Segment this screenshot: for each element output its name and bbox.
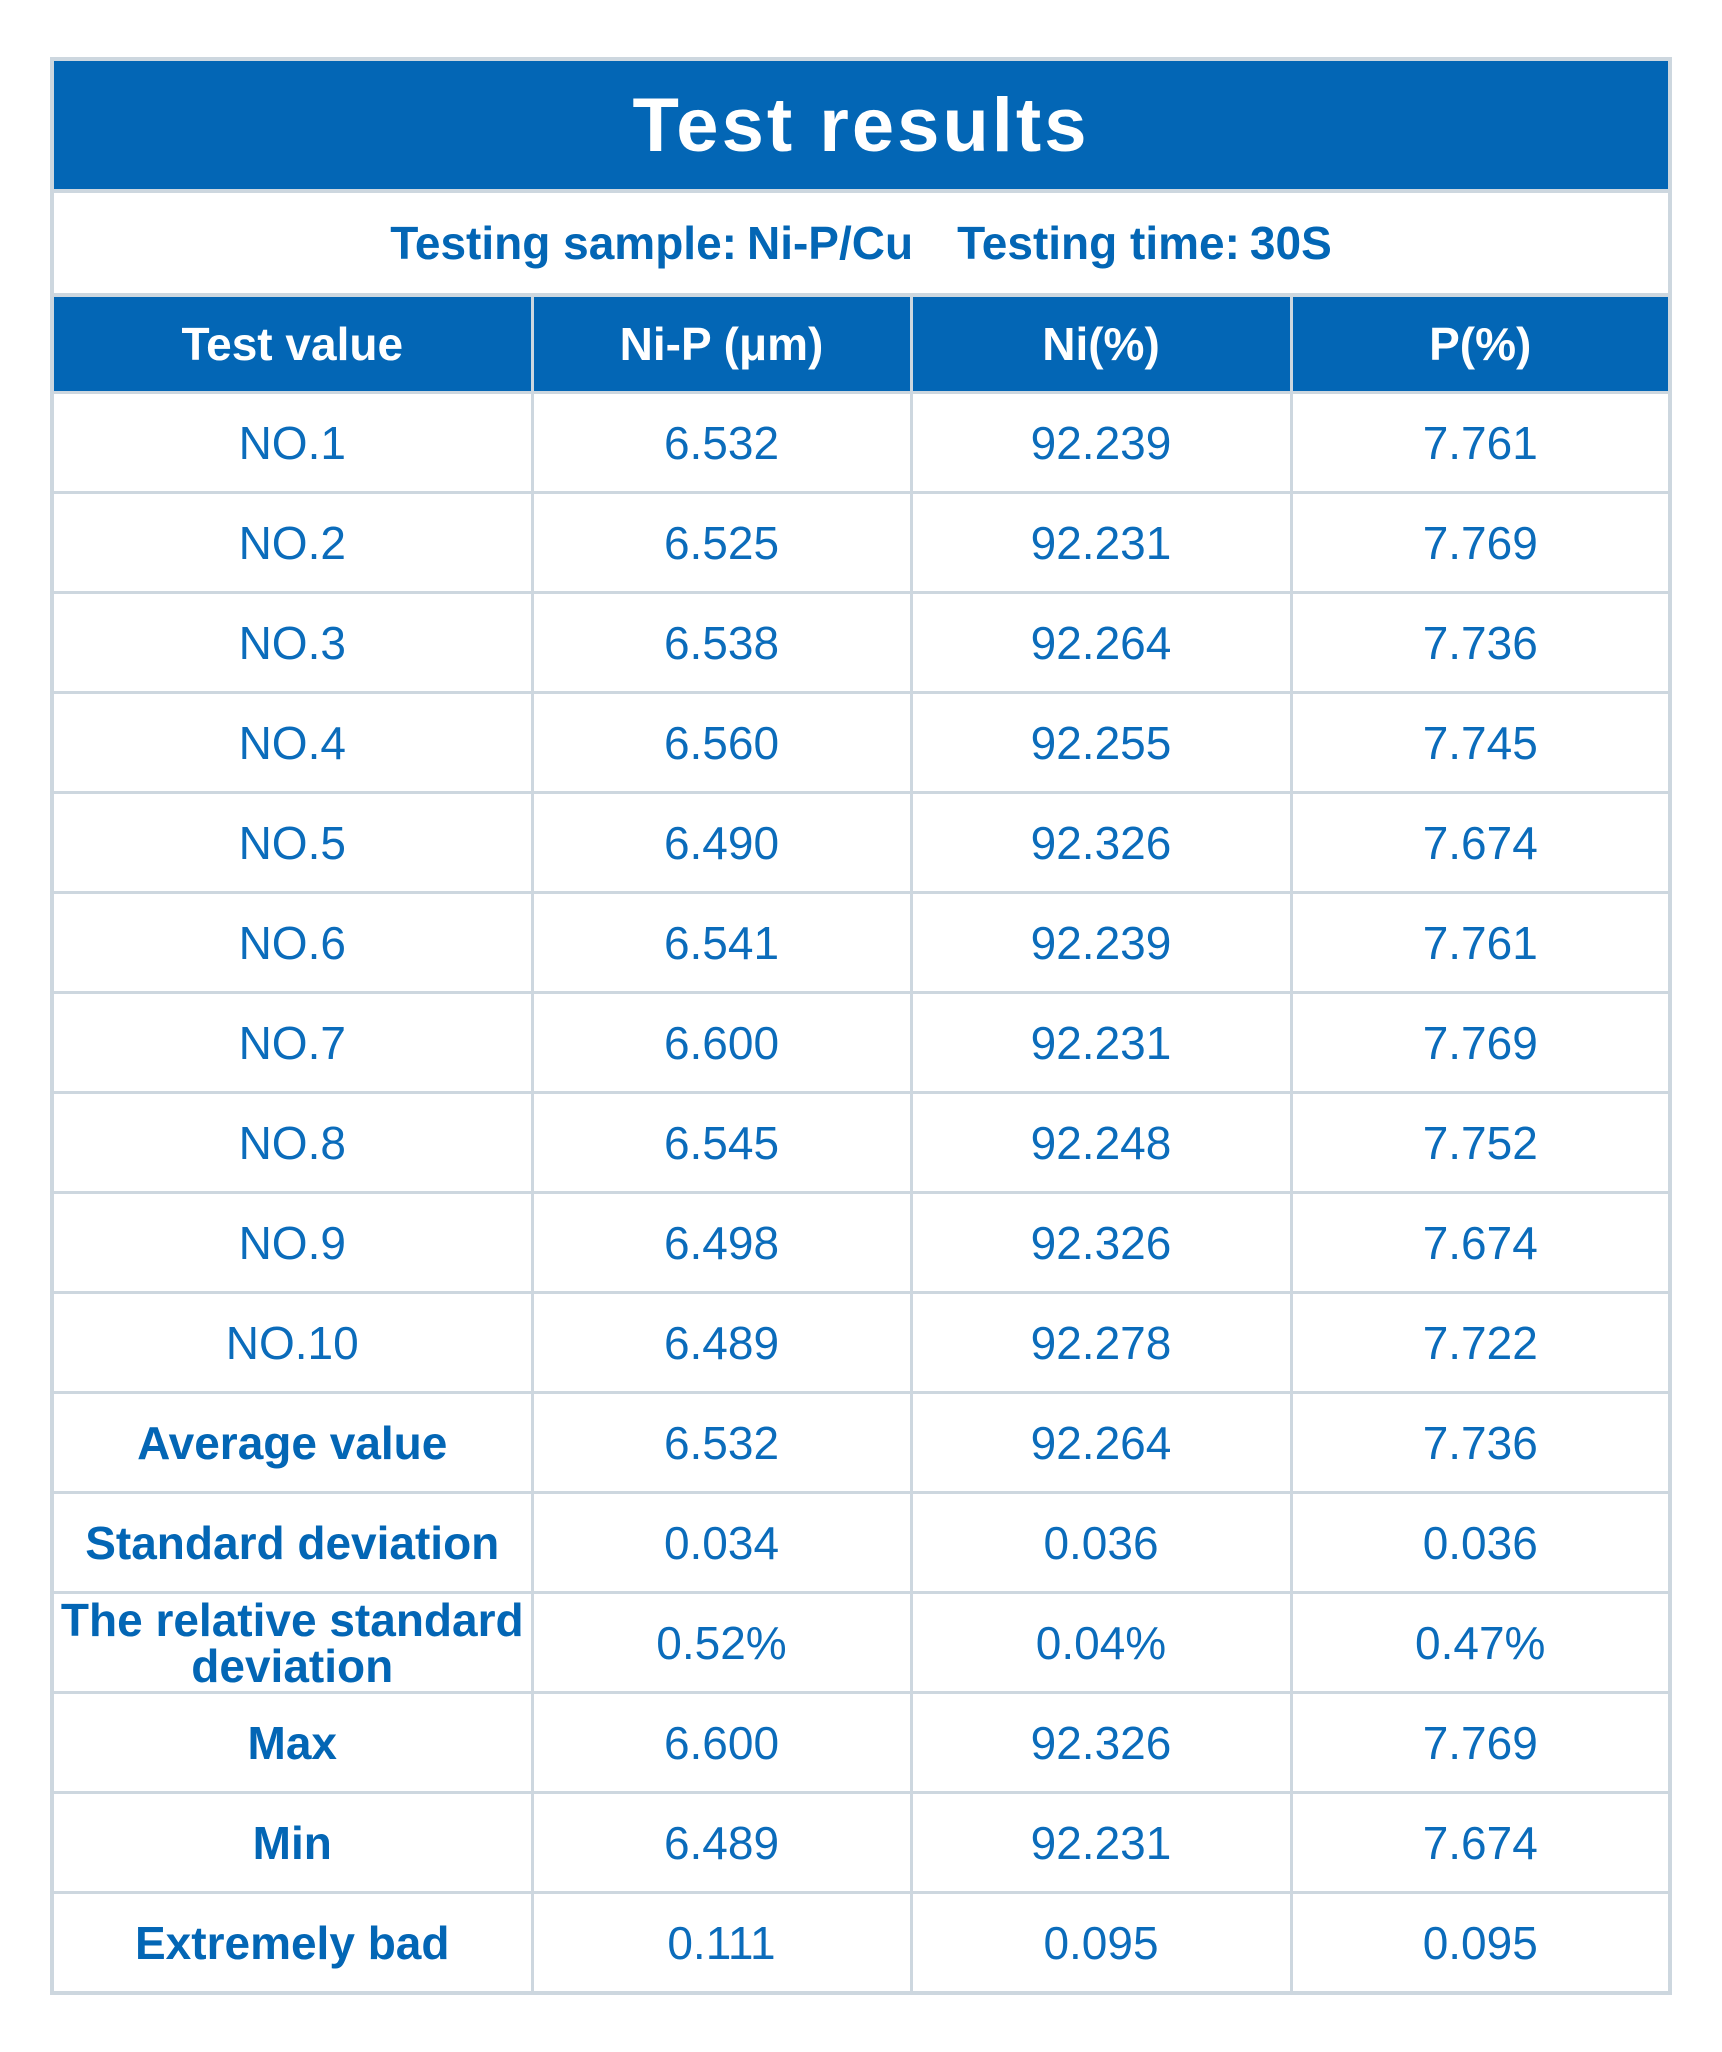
ni-value: 92.264	[909, 1391, 1293, 1494]
table-row: NO.5 6.490 92.326 7.674	[54, 791, 1668, 894]
nip-value: 6.525	[530, 491, 913, 594]
p-value: 7.674	[1289, 1791, 1668, 1894]
p-value: 7.736	[1289, 1391, 1668, 1494]
row-label: Average value	[54, 1391, 534, 1494]
row-label: NO.1	[54, 391, 534, 494]
testing-time: Testing time: 30S	[957, 216, 1332, 270]
ni-value: 92.264	[909, 591, 1293, 694]
table-row: NO.8 6.545 92.248 7.752	[54, 1091, 1668, 1194]
row-label: NO.5	[54, 791, 534, 894]
nip-value: 6.490	[530, 791, 913, 894]
ni-value: 92.326	[909, 1691, 1293, 1794]
test-results-table: Test results Testing sample: Ni-P/Cu Tes…	[50, 57, 1672, 1995]
p-value: 0.47%	[1289, 1591, 1668, 1694]
testing-time-value: 30S	[1249, 217, 1332, 269]
nip-value: 0.034	[530, 1491, 913, 1594]
table-row: NO.4 6.560 92.255 7.745	[54, 691, 1668, 794]
nip-value: 6.498	[530, 1191, 913, 1294]
row-label: Extremely bad	[54, 1891, 534, 1991]
nip-value: 6.489	[530, 1291, 913, 1394]
p-value: 0.095	[1289, 1891, 1668, 1991]
stat-row-max: Max 6.600 92.326 7.769	[54, 1691, 1668, 1794]
p-value: 7.752	[1289, 1091, 1668, 1194]
nip-value: 6.489	[530, 1791, 913, 1894]
table-row: NO.2 6.525 92.231 7.769	[54, 491, 1668, 594]
table-row: NO.3 6.538 92.264 7.736	[54, 591, 1668, 694]
row-label: Max	[54, 1691, 534, 1794]
nip-value: 6.560	[530, 691, 913, 794]
testing-time-label: Testing time:	[957, 217, 1240, 269]
row-label: NO.9	[54, 1191, 534, 1294]
header-ni-percent: Ni(%)	[909, 297, 1293, 394]
stat-row-std-dev: Standard deviation 0.034 0.036 0.036	[54, 1491, 1668, 1594]
row-label: NO.2	[54, 491, 534, 594]
p-value: 7.745	[1289, 691, 1668, 794]
ni-value: 92.326	[909, 1191, 1293, 1294]
results-grid: Test value Ni-P (μm) Ni(%) P(%) NO.1 6.53…	[54, 297, 1668, 1991]
p-value: 7.722	[1289, 1291, 1668, 1394]
p-value: 0.036	[1289, 1491, 1668, 1594]
testing-sample-value: Ni-P/Cu	[746, 217, 914, 269]
nip-value: 6.545	[530, 1091, 913, 1194]
p-value: 7.674	[1289, 791, 1668, 894]
row-label: NO.7	[54, 991, 534, 1094]
nip-value: 0.52%	[530, 1591, 913, 1694]
table-row: NO.6 6.541 92.239 7.761	[54, 891, 1668, 994]
ni-value: 92.239	[909, 391, 1293, 494]
p-value: 7.674	[1289, 1191, 1668, 1294]
ni-value: 92.231	[909, 1791, 1293, 1894]
ni-value: 0.095	[909, 1891, 1293, 1991]
ni-value: 92.231	[909, 991, 1293, 1094]
ni-value: 0.036	[909, 1491, 1293, 1594]
row-label: Min	[54, 1791, 534, 1894]
stat-row-range: Extremely bad 0.111 0.095 0.095	[54, 1891, 1668, 1991]
nip-value: 6.532	[530, 1391, 913, 1494]
table-row: NO.7 6.600 92.231 7.769	[54, 991, 1668, 1094]
p-value: 7.769	[1289, 991, 1668, 1094]
test-info-row: Testing sample: Ni-P/Cu Testing time: 30…	[54, 193, 1668, 297]
row-label: Standard deviation	[54, 1491, 534, 1594]
nip-value: 6.532	[530, 391, 913, 494]
row-label: NO.8	[54, 1091, 534, 1194]
header-p-percent: P(%)	[1289, 297, 1668, 394]
stat-row-average: Average value 6.532 92.264 7.736	[54, 1391, 1668, 1494]
header-nip-thickness: Ni-P (μm)	[530, 297, 913, 394]
row-label: NO.10	[54, 1291, 534, 1394]
stat-row-rsd: The relative standard deviation 0.52% 0.04…	[54, 1591, 1668, 1694]
ni-value: 92.278	[909, 1291, 1293, 1394]
p-value: 7.761	[1289, 891, 1668, 994]
table-title: Test results	[54, 61, 1668, 193]
p-value: 7.761	[1289, 391, 1668, 494]
testing-sample-label: Testing sample:	[390, 217, 737, 269]
ni-value: 92.231	[909, 491, 1293, 594]
header-row: Test value Ni-P (μm) Ni(%) P(%)	[54, 297, 1668, 394]
nip-value: 6.538	[530, 591, 913, 694]
row-label: The relative standard deviation	[54, 1591, 534, 1694]
nip-value: 6.600	[530, 991, 913, 1094]
row-label: NO.6	[54, 891, 534, 994]
nip-value: 6.600	[530, 1691, 913, 1794]
header-test-value: Test value	[54, 297, 534, 394]
p-value: 7.769	[1289, 1691, 1668, 1794]
row-label: NO.4	[54, 691, 534, 794]
nip-value: 0.111	[530, 1891, 913, 1991]
stat-row-min: Min 6.489 92.231 7.674	[54, 1791, 1668, 1894]
table-row: NO.10 6.489 92.278 7.722	[54, 1291, 1668, 1394]
table-row: NO.1 6.532 92.239 7.761	[54, 391, 1668, 494]
ni-value: 92.248	[909, 1091, 1293, 1194]
ni-value: 0.04%	[909, 1591, 1293, 1694]
table-row: NO.9 6.498 92.326 7.674	[54, 1191, 1668, 1294]
ni-value: 92.239	[909, 891, 1293, 994]
nip-value: 6.541	[530, 891, 913, 994]
testing-sample: Testing sample: Ni-P/Cu	[390, 216, 913, 270]
p-value: 7.736	[1289, 591, 1668, 694]
p-value: 7.769	[1289, 491, 1668, 594]
row-label: NO.3	[54, 591, 534, 694]
ni-value: 92.255	[909, 691, 1293, 794]
ni-value: 92.326	[909, 791, 1293, 894]
